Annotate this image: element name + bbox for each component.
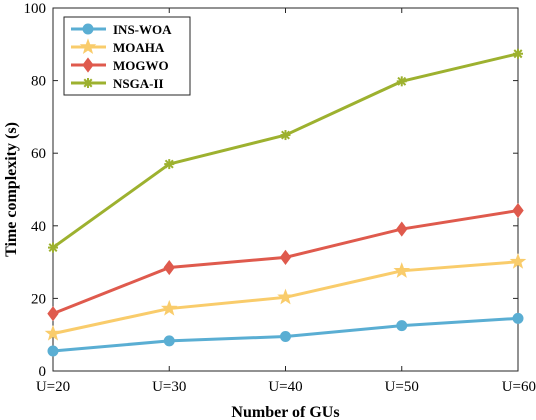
x-tick-label: U=20 [36,379,70,395]
legend-item: MOAHA [71,38,165,55]
legend-item: MOGWO [71,57,169,73]
series-marker [512,202,524,219]
legend-label: INS-WOA [113,22,172,37]
series-lines [52,52,519,353]
axis-ticks: 0 20 40 60 80 100 U=20 U=30 U=40 U=50 U=60 [24,1,536,395]
y-axis-title: Time complexity (s) [3,122,20,257]
x-tick-label: U=60 [502,379,536,395]
x-tick-label: U=40 [268,379,302,395]
series-marker [82,57,94,73]
series-marker [164,159,175,170]
y-tick-label: 0 [39,364,47,380]
y-tick-label: 80 [31,74,46,90]
series-marker [44,324,62,341]
series-marker [163,335,175,347]
series-marker [277,288,294,305]
series-marker [83,78,93,88]
legend-item: NSGA-II [71,76,164,91]
y-tick-label: 60 [31,146,46,162]
series-marker [160,299,178,316]
series-marker [163,259,175,276]
x-axis-title: Number of GUs [231,404,339,420]
series-marker [396,320,408,332]
x-tick-label: U=30 [152,379,186,395]
series-marker [48,242,58,253]
series-marker [79,38,97,55]
series-marker [82,23,94,35]
legend-label: MOAHA [113,40,165,55]
series-marker [47,345,59,357]
series-marker [509,253,527,269]
series-marker [512,312,524,324]
legend: INS-WOA MOAHA MOGWO NSGA-II [63,16,191,96]
y-tick-label: 40 [31,219,46,235]
series-marker [279,249,292,265]
series-marker [396,221,408,237]
x-tick-label: U=50 [385,379,419,395]
series-marker [280,331,291,343]
y-tick-label: 100 [24,1,47,17]
legend-item: INS-WOA [71,22,172,37]
series-marker [393,262,411,278]
series-marker [513,48,523,59]
series-marker [396,76,407,87]
y-tick-label: 20 [31,291,46,307]
series-markers [44,48,527,357]
series-marker [47,306,59,322]
legend-label: NSGA-II [113,76,164,91]
series-marker [280,130,291,141]
legend-label: MOGWO [113,58,169,73]
